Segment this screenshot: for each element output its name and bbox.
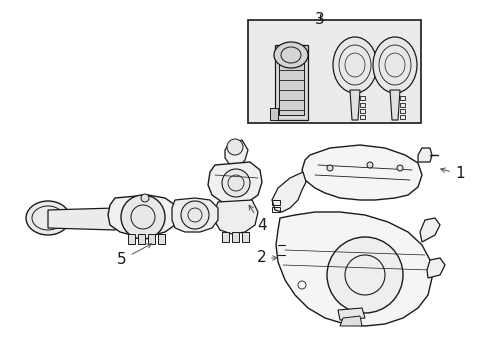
- Text: 3: 3: [314, 12, 324, 27]
- Ellipse shape: [226, 139, 243, 155]
- Text: 1: 1: [440, 166, 464, 181]
- Circle shape: [141, 194, 149, 202]
- Polygon shape: [158, 234, 164, 244]
- Bar: [247, 20, 420, 123]
- Ellipse shape: [26, 201, 70, 235]
- Polygon shape: [275, 212, 431, 326]
- Polygon shape: [214, 200, 258, 234]
- Text: 2: 2: [256, 251, 277, 265]
- Polygon shape: [271, 172, 305, 212]
- Circle shape: [222, 169, 249, 197]
- Polygon shape: [339, 316, 361, 326]
- Polygon shape: [222, 232, 228, 242]
- Polygon shape: [274, 45, 307, 120]
- Ellipse shape: [273, 42, 307, 68]
- Circle shape: [396, 165, 402, 171]
- Polygon shape: [269, 108, 278, 120]
- Polygon shape: [417, 148, 431, 162]
- Polygon shape: [172, 198, 218, 232]
- Polygon shape: [302, 145, 421, 200]
- Polygon shape: [148, 234, 155, 244]
- Polygon shape: [207, 162, 262, 205]
- Ellipse shape: [332, 37, 376, 93]
- Circle shape: [326, 165, 332, 171]
- Text: 5: 5: [117, 244, 151, 267]
- Polygon shape: [242, 232, 248, 242]
- Polygon shape: [279, 50, 304, 115]
- Circle shape: [181, 201, 208, 229]
- Polygon shape: [48, 208, 118, 230]
- Circle shape: [366, 162, 372, 168]
- Polygon shape: [419, 218, 439, 242]
- Polygon shape: [138, 234, 145, 244]
- Polygon shape: [389, 90, 399, 120]
- Text: 4: 4: [248, 205, 266, 233]
- Ellipse shape: [372, 37, 416, 93]
- Polygon shape: [337, 308, 364, 320]
- Polygon shape: [349, 90, 359, 120]
- Polygon shape: [426, 258, 444, 278]
- Circle shape: [121, 195, 164, 239]
- Polygon shape: [128, 234, 135, 244]
- Polygon shape: [108, 195, 178, 236]
- Circle shape: [326, 237, 402, 313]
- Polygon shape: [231, 232, 239, 242]
- Polygon shape: [224, 140, 247, 168]
